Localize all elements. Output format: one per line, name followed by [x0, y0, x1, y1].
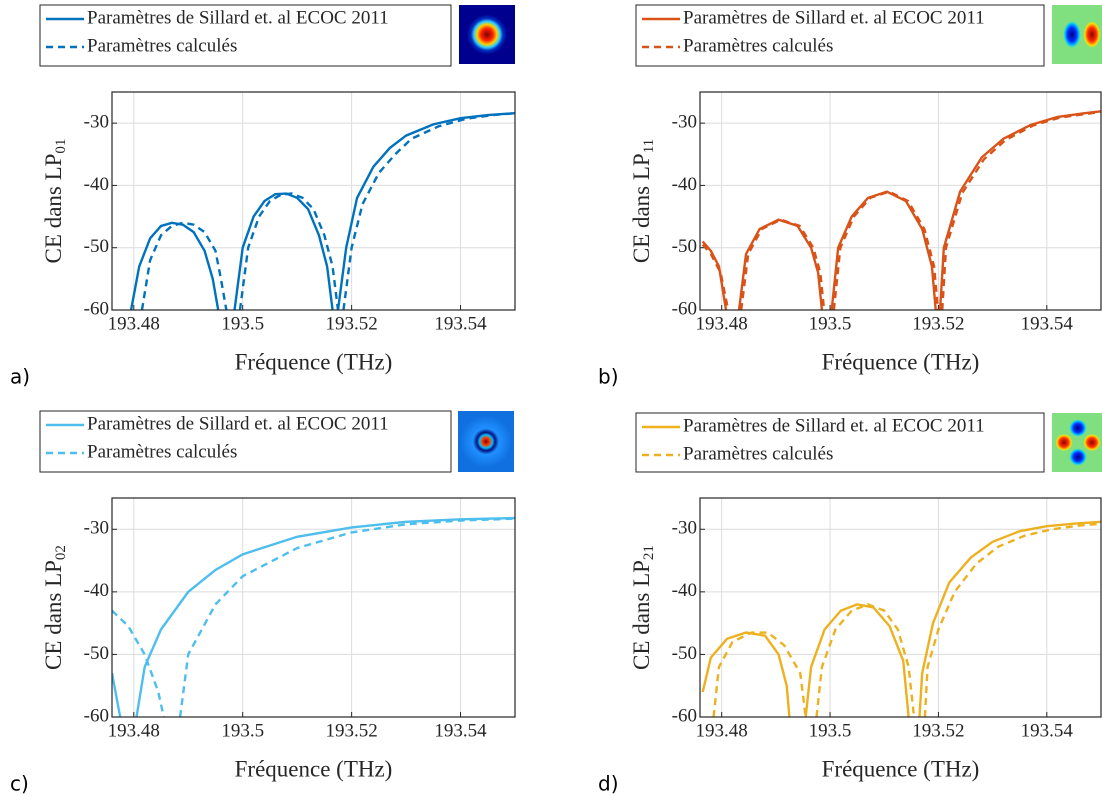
- x-tick-label: 193.48: [696, 313, 748, 334]
- x-tick-label: 193.54: [434, 720, 487, 741]
- x-tick-label: 193.52: [325, 313, 377, 334]
- x-tick-label: 193.54: [434, 313, 487, 334]
- series-line: [712, 522, 1101, 717]
- legend-label: Paramètres de Sillard et. al ECOC 2011: [683, 415, 985, 436]
- x-tick-label: 193.54: [1021, 720, 1074, 741]
- x-axis-label: Fréquence (THz): [822, 349, 980, 374]
- legend-box: [39, 410, 452, 473]
- mode-image: [1083, 433, 1101, 452]
- y-tick-label: -30: [84, 112, 109, 133]
- mode-image: [1055, 433, 1073, 452]
- legend-box: [635, 4, 1045, 67]
- x-axis-label: Fréquence (THz): [822, 756, 980, 781]
- x-tick-label: 193.48: [108, 720, 160, 741]
- y-tick-label: -40: [672, 580, 697, 601]
- y-tick-label: -50: [672, 236, 697, 257]
- y-axis-label-main: CE dans LP: [41, 560, 66, 670]
- y-tick-label: -50: [84, 236, 109, 257]
- y-tick-label: -50: [84, 643, 109, 664]
- axes-box: [111, 91, 516, 311]
- series-line: [701, 110, 1101, 310]
- x-tick-label: 193.5: [809, 720, 852, 741]
- y-tick-label: -40: [672, 174, 697, 195]
- x-tick-label: 193.54: [1021, 313, 1074, 334]
- y-tick-label: -60: [672, 705, 697, 726]
- subplot: 193.48 193.5 193.52 193.54 -60 -50 -40 -30 Fréqu…: [10, 4, 516, 389]
- y-axis-label: CE dans LP02: [41, 545, 69, 670]
- y-axis-label-main: CE dans LP: [41, 154, 66, 264]
- panel-label: a): [10, 365, 30, 389]
- y-tick-label: -40: [84, 580, 109, 601]
- subplot: 193.48 193.5 193.52 193.54 -60 -50 -40 -30 Fréqu…: [598, 412, 1102, 796]
- legend-label: Paramètres calculés: [683, 443, 833, 464]
- y-axis-label-subscript: 11: [641, 139, 657, 153]
- x-tick-label: 193.52: [912, 720, 964, 741]
- y-tick-label: -50: [672, 643, 697, 664]
- panel-label: b): [598, 365, 619, 389]
- x-tick-label: 193.5: [221, 313, 264, 334]
- y-axis-label-subscript: 01: [53, 139, 69, 154]
- mode-image: [460, 415, 512, 468]
- x-tick-label: 193.5: [809, 313, 852, 334]
- y-axis-label: CE dans LP21: [629, 545, 657, 670]
- thumbnails: [458, 5, 1102, 472]
- legend-box: [39, 4, 452, 67]
- subplot: 193.48 193.5 193.52 193.54 -60 -50 -40 -30 Fréqu…: [598, 4, 1102, 389]
- x-tick-label: 193.48: [108, 313, 160, 334]
- series-line: [140, 111, 515, 310]
- mode-image: [1063, 20, 1081, 49]
- panel-label: c): [10, 772, 29, 796]
- x-axis-label: Fréquence (THz): [235, 349, 393, 374]
- y-tick-label: -60: [672, 298, 697, 319]
- mode-image: [467, 14, 507, 55]
- subplot: 193.48 193.5 193.52 193.54 -60 -50 -40 -30 Fréqu…: [10, 410, 516, 796]
- series-line: [701, 110, 1101, 310]
- y-axis-label-subscript: 21: [641, 545, 657, 560]
- axes-box: [699, 497, 1102, 718]
- legend-label: Paramètres de Sillard et. al ECOC 2011: [87, 7, 389, 28]
- y-axis-label-subscript: 02: [53, 545, 69, 560]
- axes-box: [699, 91, 1102, 311]
- mode-image: [1069, 448, 1087, 466]
- y-axis-label: CE dans LP11: [629, 139, 657, 263]
- y-tick-label: -30: [672, 112, 697, 133]
- legend-label: Paramètres calculés: [87, 441, 237, 462]
- y-axis-label: CE dans LP01: [41, 139, 69, 264]
- legend-box: [635, 412, 1045, 473]
- x-tick-label: 193.52: [912, 313, 964, 334]
- y-tick-label: -60: [84, 705, 109, 726]
- x-tick-label: 193.52: [325, 720, 377, 741]
- y-axis-label-main: CE dans LP: [629, 153, 654, 263]
- x-tick-label: 193.48: [696, 720, 748, 741]
- legend-label: Paramètres calculés: [683, 35, 833, 56]
- x-tick-label: 193.5: [221, 720, 264, 741]
- x-axis-label: Fréquence (THz): [235, 756, 393, 781]
- series-line: [112, 517, 515, 717]
- mode-image: [1083, 20, 1101, 49]
- panel-label: d): [598, 772, 619, 796]
- axes-box: [111, 497, 516, 718]
- series-line: [112, 516, 515, 717]
- mode-image: [1069, 419, 1087, 437]
- series-line: [701, 520, 1101, 717]
- legend-label: Paramètres de Sillard et. al ECOC 2011: [87, 413, 389, 434]
- y-tick-label: -60: [84, 298, 109, 319]
- y-tick-label: -40: [84, 174, 109, 195]
- y-tick-label: -30: [84, 518, 109, 539]
- y-axis-label-main: CE dans LP: [629, 560, 654, 670]
- y-tick-label: -30: [672, 518, 697, 539]
- legend-label: Paramètres calculés: [87, 35, 237, 56]
- series-line: [129, 111, 515, 310]
- legend-label: Paramètres de Sillard et. al ECOC 2011: [683, 7, 985, 28]
